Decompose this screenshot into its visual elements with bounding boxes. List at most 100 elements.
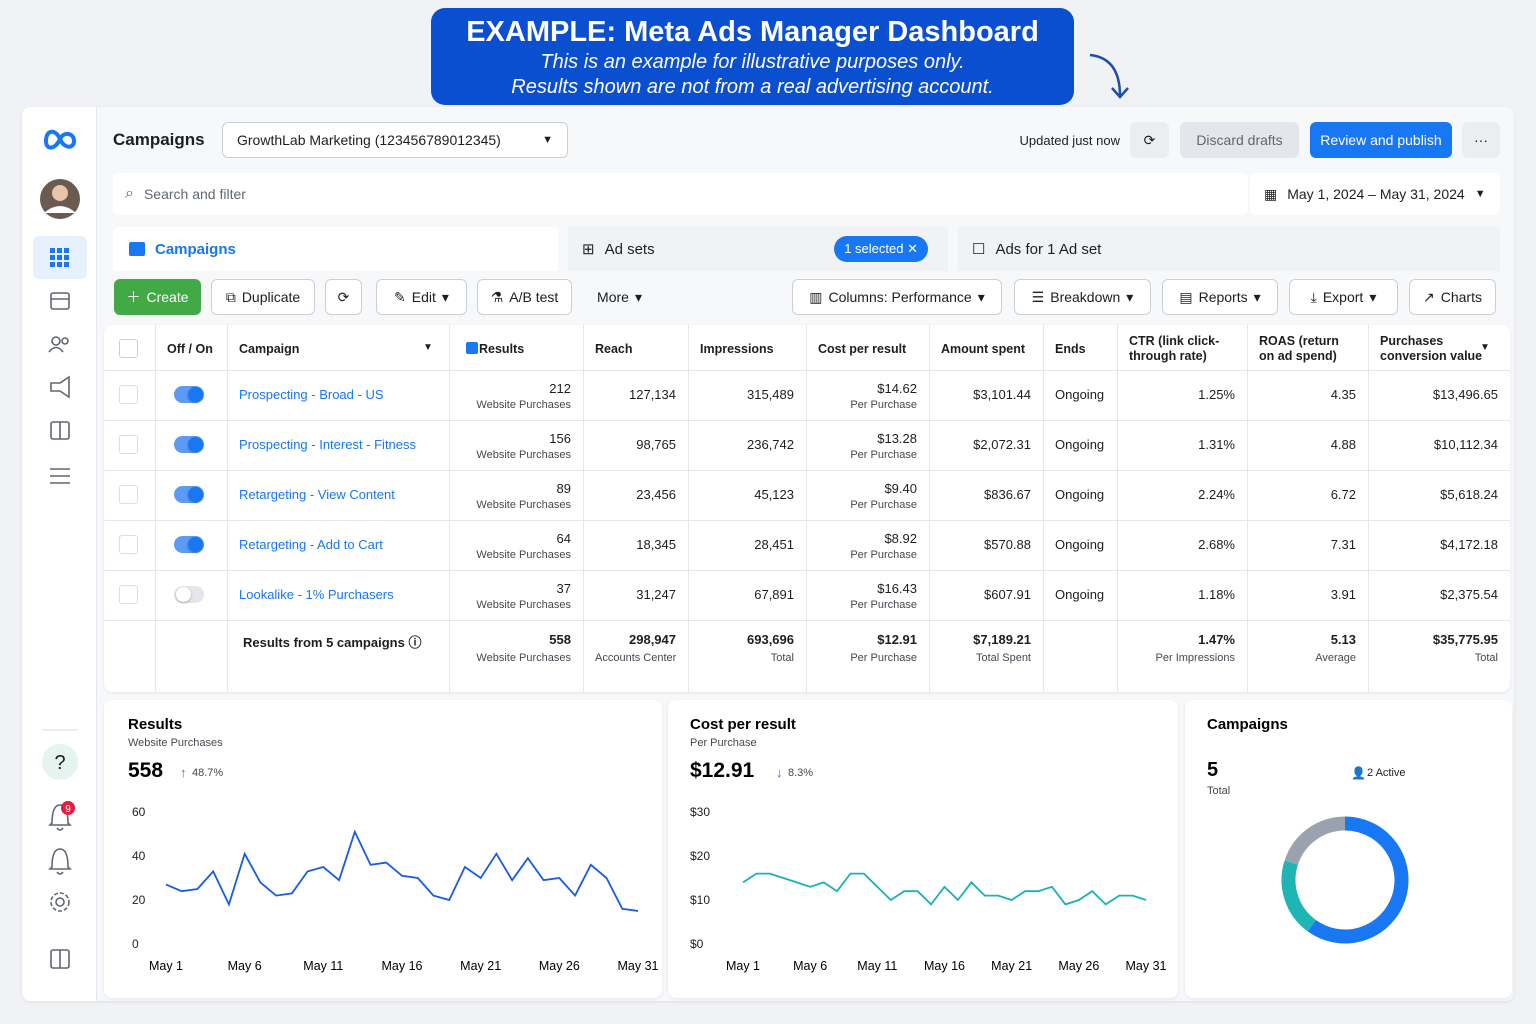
nav-icon[interactable]: [50, 292, 70, 310]
button-label: Reports: [1198, 289, 1248, 305]
column-header[interactable]: Off / On: [167, 341, 213, 356]
tab-ad-sets[interactable]: ⊞ Ad sets 1 selected ✕: [568, 227, 948, 271]
toolbar-button[interactable]: ✎ Edit ▾: [376, 279, 467, 315]
nav-icon[interactable]: [51, 336, 61, 346]
cell-value: 67,891: [754, 587, 794, 602]
totals-subtext: Per Purchase: [850, 652, 917, 664]
account-select[interactable]: GrowthLab Marketing (123456789012345) ▼: [222, 122, 568, 158]
svg-text:?: ?: [54, 752, 65, 774]
toolbar-button[interactable]: ＋ Create: [114, 279, 201, 315]
nav-icon[interactable]: [50, 468, 70, 484]
column-header[interactable]: CTR (link click-through rate): [1129, 334, 1220, 363]
button-label: Edit: [411, 289, 436, 305]
campaign-name: Prospecting - Broad - US: [239, 387, 384, 402]
column-header[interactable]: Purchases conversion value: [1380, 334, 1483, 363]
column-divider: [929, 325, 930, 692]
selection-chip[interactable]: 1 selected ✕: [834, 236, 928, 262]
toolbar-button[interactable]: More ▾: [597, 288, 642, 306]
totals-value: 693,696: [747, 632, 794, 647]
row-divider: [104, 520, 1510, 521]
cell-value: 236,742: [747, 437, 794, 452]
more-menu[interactable]: ···: [1462, 122, 1500, 158]
checkbox[interactable]: [119, 485, 138, 504]
cell-value: 89: [556, 481, 571, 496]
checkbox[interactable]: [119, 435, 138, 454]
button-label: Duplicate: [241, 289, 301, 305]
checkbox[interactable]: [119, 535, 138, 554]
cell-value: 4.88: [1330, 437, 1356, 452]
column-header[interactable]: Results: [479, 341, 525, 356]
cell-subtext: Per Purchase: [850, 449, 917, 461]
refresh-button[interactable]: ⟳: [1130, 122, 1169, 158]
updated-status: Updated just now: [1019, 133, 1120, 148]
cell-value: 18,345: [636, 537, 676, 552]
banner-line: Results shown are not from a real advert…: [511, 76, 994, 98]
cell-value: Ongoing: [1055, 537, 1105, 552]
banner: EXAMPLE: Meta Ads Manager Dashboard This…: [431, 8, 1074, 105]
cell-value: 4.35: [1330, 387, 1356, 402]
button-label: Charts: [1440, 289, 1482, 305]
tab-ads[interactable]: ☐ Ads for 1 Ad set: [958, 227, 1500, 271]
cell-value: 3.91: [1330, 587, 1356, 602]
column-header[interactable]: Amount spent: [941, 341, 1026, 356]
checkbox[interactable]: [119, 385, 138, 404]
help[interactable]: [42, 744, 78, 780]
button-label: Export: [1322, 289, 1364, 305]
cell-value: 1.25%: [1198, 387, 1235, 402]
cell-value: 28,451: [754, 537, 794, 552]
button-label: More: [597, 289, 629, 305]
toolbar-button[interactable]: ⤓ Export ▾: [1289, 279, 1398, 315]
row-divider: [104, 620, 1510, 621]
cell-value: $4,172.18: [1440, 537, 1498, 552]
search-bar[interactable]: ⌕ Search and filter: [113, 173, 1248, 215]
sidebar-icons: ? 9: [33, 129, 87, 969]
publish-button[interactable]: Review and publish: [1310, 122, 1452, 158]
cell-value: $13,496.65: [1432, 387, 1498, 402]
totals-subtext: Website Purchases: [476, 652, 571, 664]
tab-label: Ad sets: [604, 240, 655, 258]
toolbar-button[interactable]: ▤ Reports ▾: [1162, 279, 1278, 315]
toolbar-button[interactable]: ⚗ A/B test: [477, 279, 572, 315]
checkbox[interactable]: [119, 339, 138, 358]
notifications[interactable]: [48, 804, 72, 831]
page-title: Campaigns: [113, 130, 205, 149]
cell-subtext: Per Purchase: [850, 549, 917, 561]
column-header[interactable]: Reach: [595, 341, 633, 356]
cell-subtext: Per Purchase: [850, 399, 917, 411]
settings[interactable]: [50, 892, 70, 912]
cell-value: $8.92: [884, 531, 917, 546]
cell-value: $570.88: [984, 537, 1031, 552]
checkbox[interactable]: [119, 585, 138, 604]
row-divider: [104, 570, 1510, 571]
totals-value: 1.47%: [1198, 632, 1235, 647]
column-header[interactable]: ROAS (return on ad spend): [1259, 334, 1339, 363]
toggle-knob: [188, 487, 203, 502]
toolbar-button[interactable]: ⟳: [325, 279, 362, 315]
alerts[interactable]: [48, 848, 72, 875]
discard-button[interactable]: Discard drafts: [1180, 122, 1299, 158]
column-header[interactable]: Impressions: [700, 341, 774, 356]
date-picker[interactable]: ▦ May 1, 2024 – May 31, 2024 ▼: [1250, 173, 1500, 215]
column-header[interactable]: Ends: [1055, 341, 1086, 356]
banner-title: EXAMPLE: Meta Ads Manager Dashboard: [466, 16, 1039, 48]
totals-value: 5.13: [1330, 632, 1356, 647]
button-label: A/B test: [509, 289, 559, 305]
toolbar-button[interactable]: ☰ Breakdown ▾: [1014, 279, 1151, 315]
toolbar-button[interactable]: ⧉ Duplicate: [211, 279, 315, 315]
cell-subtext: Per Purchase: [850, 499, 917, 511]
nav-icon[interactable]: [50, 375, 70, 399]
column-divider: [1247, 325, 1248, 692]
tab-campaigns[interactable]: Campaigns: [113, 227, 558, 271]
cell-subtext: Website Purchases: [476, 499, 571, 511]
toolbar-button[interactable]: ▥ Columns: Performance ▾: [792, 279, 1002, 315]
cell-subtext: Website Purchases: [476, 599, 571, 611]
cell-subtext: Website Purchases: [476, 399, 571, 411]
campaign-name: Retargeting - View Content: [239, 487, 395, 502]
dropdown[interactable]: ▼: [423, 342, 433, 353]
cell-value: Ongoing: [1055, 487, 1105, 502]
column-header[interactable]: Cost per result: [818, 341, 907, 356]
column-header[interactable]: Campaign: [239, 341, 300, 356]
dropdown[interactable]: ▼: [1480, 342, 1490, 353]
toolbar-button[interactable]: ↗ Charts: [1409, 279, 1496, 315]
